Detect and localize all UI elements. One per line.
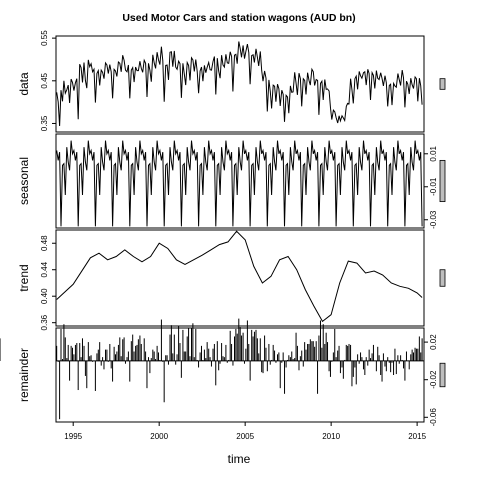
- scale-bar: [439, 78, 446, 90]
- panels: 0.350.450.55data0.01-0.01-0.03seasonal0.…: [0, 30, 446, 427]
- panel-label-data: data: [17, 72, 31, 96]
- y-tick-label: 0.45: [40, 72, 49, 88]
- y-tick-label: -0.01: [429, 177, 438, 196]
- y-tick-label: 0.01: [429, 145, 438, 161]
- y-tick-label: 0.02: [429, 334, 438, 350]
- y-tick-label: 0.55: [40, 30, 49, 46]
- y-tick-label: 0.48: [40, 235, 49, 251]
- y-tick: 0.44: [40, 261, 56, 278]
- chart-title: Used Motor Cars and station wagons (AUD …: [122, 12, 355, 24]
- x-tick-label: 2000: [150, 432, 168, 441]
- panel-label-seasonal: seasonal: [17, 157, 31, 205]
- panel-frame: [55, 133, 425, 229]
- data-series-line: [56, 41, 423, 127]
- y-tick-label: 0.36: [40, 314, 49, 330]
- y-tick: 0.35: [40, 115, 56, 131]
- x-tick: 1995: [64, 422, 83, 441]
- x-tick-label: 2010: [322, 432, 340, 441]
- trend-series-line: [56, 230, 423, 323]
- y-tick: 0.48: [40, 235, 56, 251]
- panel-data: 0.35 0.45 0.55 data: [17, 30, 446, 133]
- x-tick-label: 2005: [236, 432, 254, 441]
- y-tick: 0.36: [40, 314, 56, 330]
- x-tick: 2005: [236, 422, 255, 441]
- y-tick-label: 0.44: [40, 261, 49, 277]
- y-tick: 0.02: [424, 334, 438, 350]
- x-axis-label: time: [228, 452, 251, 466]
- scale-bar: [439, 362, 446, 388]
- panel-remainder: 0.02 -0.02 -0.06 remainder: [0, 318, 446, 427]
- y-tick-label: -0.03: [429, 210, 438, 229]
- panel-label-trend: trend: [17, 264, 31, 291]
- x-axis: 1995 2000 2005 2010 2015: [64, 422, 427, 441]
- seasonal-series-line: [56, 140, 423, 227]
- y-tick: 0.01: [424, 145, 438, 162]
- y-tick-label: -0.06: [429, 408, 438, 427]
- y-tick: -0.06: [424, 408, 438, 427]
- panel-frame: [55, 35, 425, 133]
- panel-trend: 0.36 0.40 0.44 0.48 trend: [17, 229, 446, 330]
- y-tick-label: 0.40: [40, 288, 49, 304]
- y-tick-label: 0.35: [40, 115, 49, 131]
- x-tick: 2015: [408, 422, 427, 441]
- scale-bar: [439, 159, 446, 203]
- scale-bar: [439, 269, 446, 287]
- panel-seasonal: 0.01 -0.01 -0.03 seasonal: [17, 133, 446, 229]
- x-tick-label: 1995: [64, 432, 82, 441]
- y-tick: -0.02: [424, 370, 438, 389]
- y-tick: 0.45: [40, 72, 56, 89]
- x-tick-label: 2015: [408, 432, 426, 441]
- y-tick: -0.03: [424, 210, 438, 229]
- y-tick: -0.01: [424, 177, 438, 196]
- panel-label-remainder: remainder: [17, 348, 31, 402]
- x-tick: 2000: [150, 422, 169, 441]
- y-tick: 0.55: [40, 30, 56, 46]
- panel-frame: [55, 229, 425, 327]
- y-tick: 0.40: [40, 288, 56, 304]
- y-tick-label: -0.02: [429, 370, 438, 389]
- x-tick: 2010: [322, 422, 341, 441]
